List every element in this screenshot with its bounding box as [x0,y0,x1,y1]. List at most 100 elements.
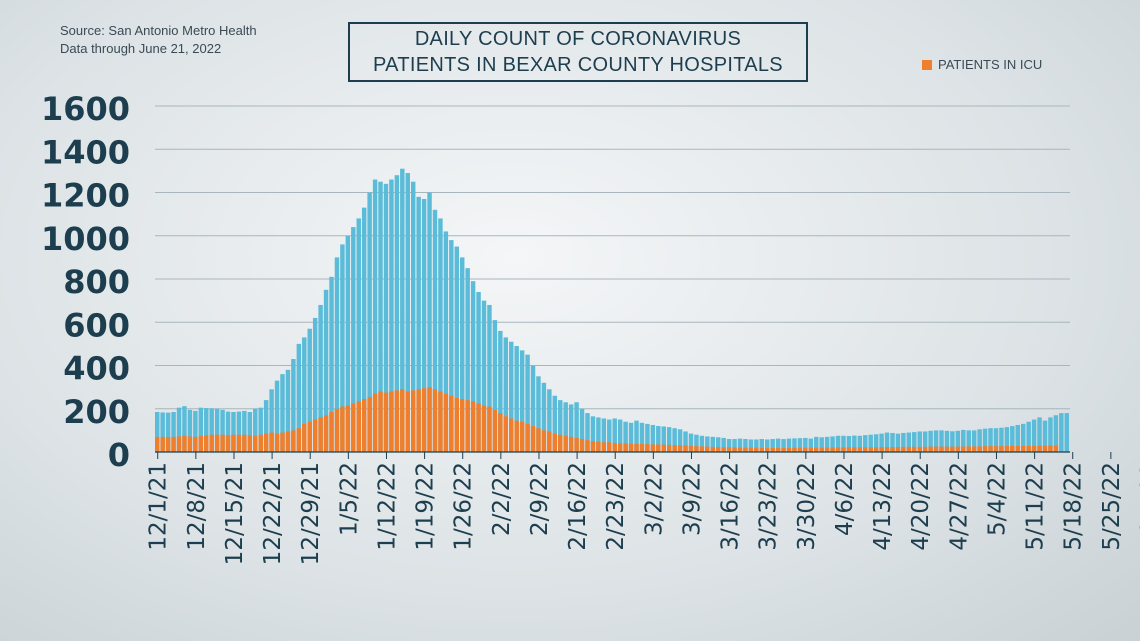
icu-bar [481,405,487,452]
total-bar [993,428,999,452]
total-bar [732,439,737,452]
icu-bar [617,443,623,452]
total-bar [498,330,503,452]
icu-bar [509,418,514,452]
y-tick-label: 1600 [41,90,130,128]
total-bar [329,276,334,452]
x-tick-label: 5/4/22 [984,462,1010,536]
total-bar [726,439,732,452]
icu-bar [797,447,803,452]
icu-bar [944,446,950,452]
icu-bar [786,447,792,452]
icu-bar [416,389,421,452]
icu-bar [607,442,612,452]
icu-bar [198,435,204,452]
icu-bar [525,423,530,452]
total-bar [541,382,547,452]
icu-bar [868,447,873,452]
total-bar [775,438,781,452]
total-bar [982,428,988,452]
total-bar [634,420,639,452]
icu-bar [639,444,645,452]
total-bar [492,320,498,452]
total-bar [547,389,552,452]
icu-bar [666,444,672,452]
icu-bar [781,447,786,452]
total-bar [225,411,231,452]
icu-bar [726,447,732,452]
icu-bar [824,447,830,452]
chart-title-line-2: PATIENTS IN BEXAR COUNTY HOSPITALS [373,54,783,76]
x-tick-label: 3/30/22 [794,462,820,551]
icu-bar [715,447,721,452]
total-bar [574,402,579,452]
x-tick-label: 4/13/22 [870,462,896,551]
total-bar [835,435,841,452]
total-bar [454,246,459,452]
x-tick-label: 5/18/22 [1061,462,1087,551]
icu-bar [955,446,961,452]
icu-bar [694,446,699,452]
total-bar [367,192,372,452]
total-bar [291,359,296,452]
icu-bar [231,434,236,452]
total-bar [999,427,1004,452]
total-bar [361,207,367,452]
total-bar [607,419,612,452]
icu-bar [334,408,340,452]
icu-bar [1042,445,1048,452]
total-bar [1059,413,1064,452]
x-tick-label: 4/20/22 [908,462,934,551]
total-bar [519,350,525,452]
icu-bar [541,430,547,453]
total-bar [568,404,574,452]
icu-bar [1015,445,1020,452]
icu-bar [748,447,754,452]
icu-bar [492,409,498,452]
icu-bar [999,446,1004,452]
total-bar [612,418,617,452]
icu-bar [427,387,432,453]
total-bar [558,400,563,452]
icu-bar [519,421,525,452]
icu-bar [274,433,280,452]
total-bar [236,411,242,452]
total-bar [514,346,519,452]
icu-bar [732,447,737,452]
total-bar [552,395,558,452]
total-bar [1031,419,1037,452]
total-bar [699,435,705,452]
total-bar [530,365,536,452]
icu-bar [443,393,449,452]
icu-bar [280,432,285,452]
icu-bar [312,419,318,452]
x-tick-label: 12/29/21 [298,462,324,565]
icu-bar [432,389,438,452]
total-bar [1010,426,1015,452]
total-bar [819,437,824,452]
total-bar [165,412,171,452]
total-bar [781,439,786,452]
icu-bar [372,393,378,452]
icu-bar [846,447,852,452]
total-bar [765,439,770,452]
data-through-line: Data through June 21, 2022 [60,41,222,56]
total-bar [416,196,421,452]
icu-bar [1004,445,1010,452]
icu-bar [879,447,884,452]
total-bar [656,426,661,452]
total-bar [955,430,961,452]
icu-bar [988,446,993,452]
icu-bar [220,434,225,452]
icu-bar [1010,445,1015,452]
icu-bar [253,435,258,452]
total-bar [971,430,977,453]
total-bar [677,429,683,452]
y-tick-label: 200 [63,393,130,431]
icu-bar [590,441,596,452]
icu-bar [906,446,912,452]
icu-bar [830,447,835,452]
total-bar [906,432,912,452]
icu-bar [917,446,922,452]
icu-bar [498,413,503,452]
